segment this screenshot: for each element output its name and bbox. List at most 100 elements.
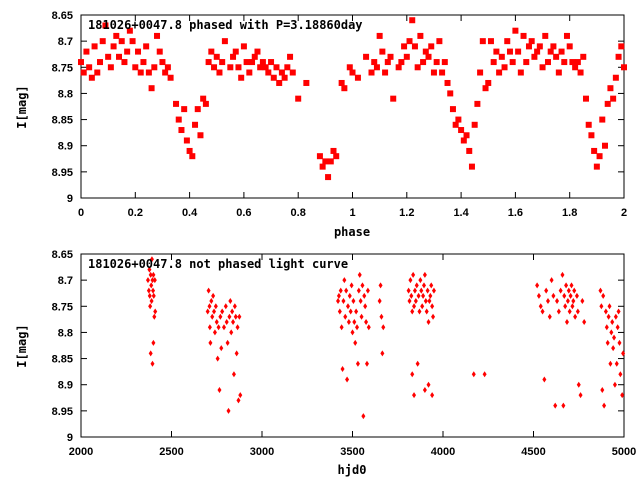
data-point — [200, 95, 207, 102]
data-point — [444, 79, 451, 86]
data-point — [560, 271, 565, 278]
data-point — [460, 137, 467, 144]
data-point — [151, 271, 156, 278]
y-axis-label: I[mag] — [15, 324, 29, 367]
data-point — [221, 324, 226, 331]
data-points — [145, 256, 626, 420]
data-point — [573, 313, 578, 320]
data-point — [357, 271, 362, 278]
data-point — [238, 392, 243, 399]
data-point — [143, 43, 150, 50]
data-points — [78, 17, 627, 181]
data-point — [212, 329, 217, 336]
data-point — [565, 298, 570, 305]
data-point — [430, 69, 437, 76]
y-tick-label: 8.95 — [52, 406, 73, 418]
data-point — [493, 48, 500, 55]
data-point — [569, 59, 576, 66]
data-point — [213, 303, 218, 310]
data-point — [316, 153, 323, 160]
data-point — [336, 292, 341, 299]
tick-marks — [80, 253, 625, 438]
data-point — [338, 287, 343, 294]
data-point — [151, 64, 158, 71]
tick-labels: 2000 2500 3000 3500 4000 4500 5000 8.65 8.7 8.75 8… — [52, 249, 637, 458]
data-point — [608, 360, 613, 367]
data-point — [542, 32, 549, 39]
data-point — [270, 74, 277, 81]
data-point — [599, 116, 606, 123]
data-point — [121, 59, 128, 66]
data-point — [336, 298, 341, 305]
data-point — [164, 64, 171, 71]
data-point — [338, 79, 345, 86]
data-point — [615, 324, 620, 331]
data-point — [477, 69, 484, 76]
data-point — [105, 53, 112, 60]
data-point — [542, 376, 547, 383]
data-point — [209, 298, 214, 305]
data-point — [428, 43, 435, 50]
data-point — [564, 282, 569, 289]
data-point — [415, 360, 420, 367]
data-point — [602, 402, 607, 409]
data-point — [359, 313, 364, 320]
data-point — [337, 308, 342, 315]
data-point — [574, 59, 581, 66]
data-point — [528, 38, 535, 45]
data-point — [140, 59, 147, 66]
data-point — [613, 313, 618, 320]
data-point — [422, 48, 429, 55]
data-point — [378, 282, 383, 289]
data-point — [268, 59, 275, 66]
data-point — [223, 303, 228, 310]
data-point — [576, 381, 581, 388]
data-point — [401, 43, 408, 50]
data-point — [362, 292, 367, 299]
x-tick-label: 5000 — [612, 446, 636, 458]
data-point — [599, 303, 604, 310]
data-point — [531, 53, 538, 60]
data-point — [420, 59, 427, 66]
data-point — [431, 313, 436, 320]
data-point — [582, 95, 589, 102]
data-point — [550, 43, 557, 50]
data-point — [175, 116, 182, 123]
data-point — [447, 90, 454, 97]
data-point — [361, 413, 366, 420]
data-point — [281, 74, 288, 81]
data-point — [601, 292, 606, 299]
data-point — [411, 43, 418, 50]
y-tick-label: 8.8 — [58, 88, 73, 100]
data-point — [215, 355, 220, 362]
data-point — [113, 32, 120, 39]
data-point — [611, 345, 616, 352]
data-point — [551, 292, 556, 299]
data-point — [562, 292, 567, 299]
y-tick-label: 8.65 — [52, 10, 73, 22]
data-point — [211, 64, 218, 71]
data-point — [598, 287, 603, 294]
data-point — [621, 350, 626, 357]
data-point — [563, 32, 570, 39]
x-tick-label: 0.6 — [236, 207, 251, 219]
data-point — [596, 153, 603, 160]
data-point — [178, 127, 185, 134]
data-point — [340, 366, 345, 373]
data-point — [249, 59, 256, 66]
y-axis-label: I[mag] — [15, 85, 29, 128]
data-point — [86, 64, 93, 71]
data-point — [382, 69, 389, 76]
data-point — [413, 298, 418, 305]
plot-frame — [80, 253, 625, 438]
data-point — [423, 298, 428, 305]
data-point — [246, 69, 253, 76]
x-tick-label: 0.8 — [291, 207, 306, 219]
data-point — [368, 69, 375, 76]
data-point — [251, 53, 258, 60]
data-point — [214, 318, 219, 325]
data-point — [578, 392, 583, 399]
data-point — [206, 287, 211, 294]
data-point — [240, 43, 247, 50]
